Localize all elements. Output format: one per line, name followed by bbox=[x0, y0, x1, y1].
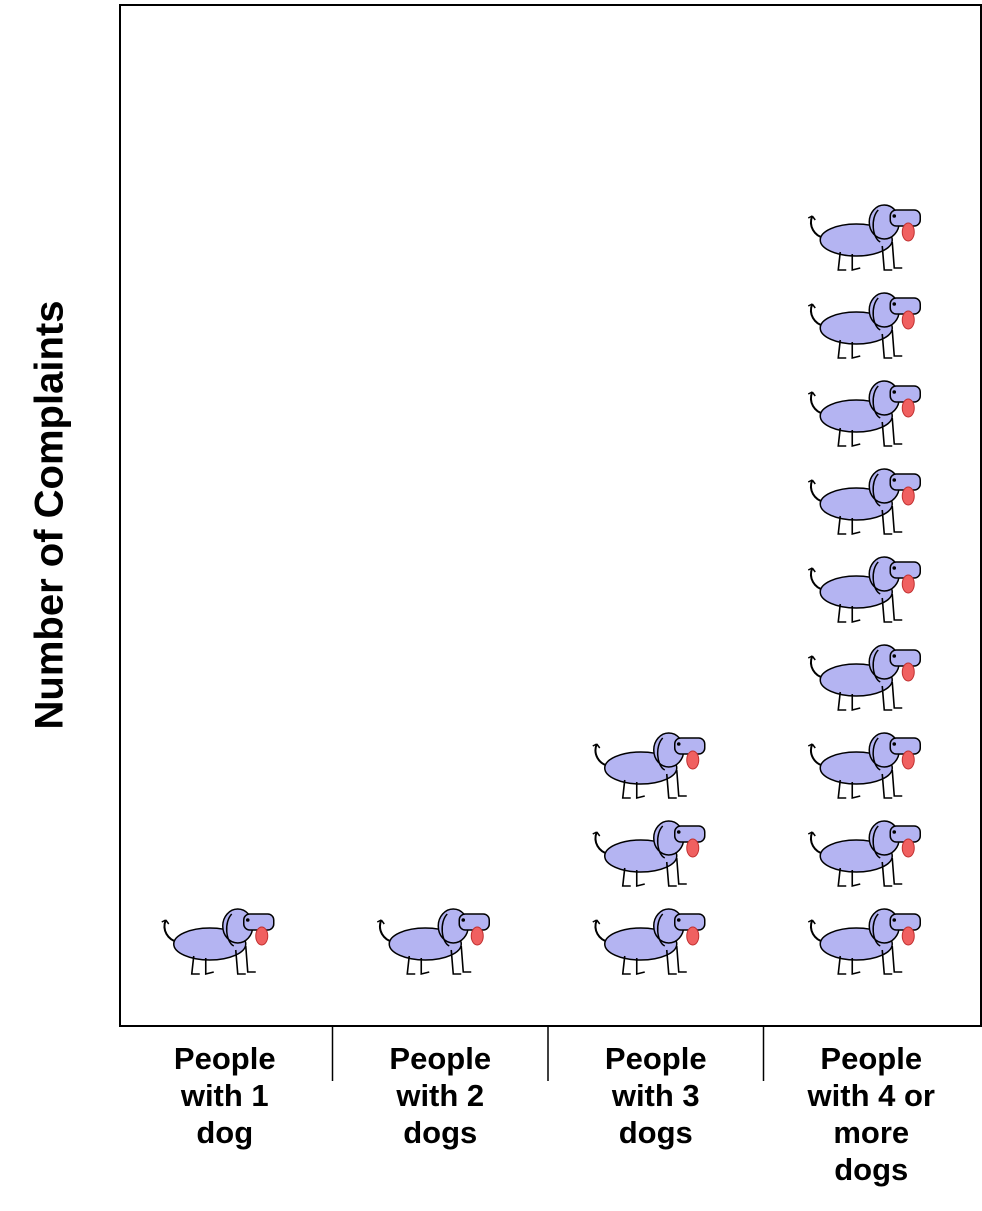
x-tick-label: People with 2 dogs bbox=[389, 1041, 492, 1150]
dog-icon bbox=[376, 908, 491, 975]
plot-frame bbox=[119, 4, 982, 1027]
y-axis-label: Number of Complaints bbox=[28, 301, 72, 730]
x-tick-label: People with 1 dog bbox=[173, 1041, 276, 1150]
dog-icon bbox=[591, 908, 706, 975]
dog-icon bbox=[591, 820, 706, 887]
dog-icon bbox=[807, 644, 922, 711]
x-tick-label: People with 3 dogs bbox=[604, 1041, 707, 1150]
dog-icon bbox=[160, 908, 275, 975]
dog-icon bbox=[591, 732, 706, 799]
dog-icon bbox=[807, 556, 922, 623]
dog-icon bbox=[807, 468, 922, 535]
dog-icon bbox=[807, 204, 922, 271]
x-tick-label: People with 4 or more dogs bbox=[807, 1041, 935, 1187]
dog-icon bbox=[807, 380, 922, 447]
dog-icon bbox=[807, 292, 922, 359]
dog-icon bbox=[807, 908, 922, 975]
dog-icon bbox=[807, 732, 922, 799]
dog-icon bbox=[807, 820, 922, 887]
